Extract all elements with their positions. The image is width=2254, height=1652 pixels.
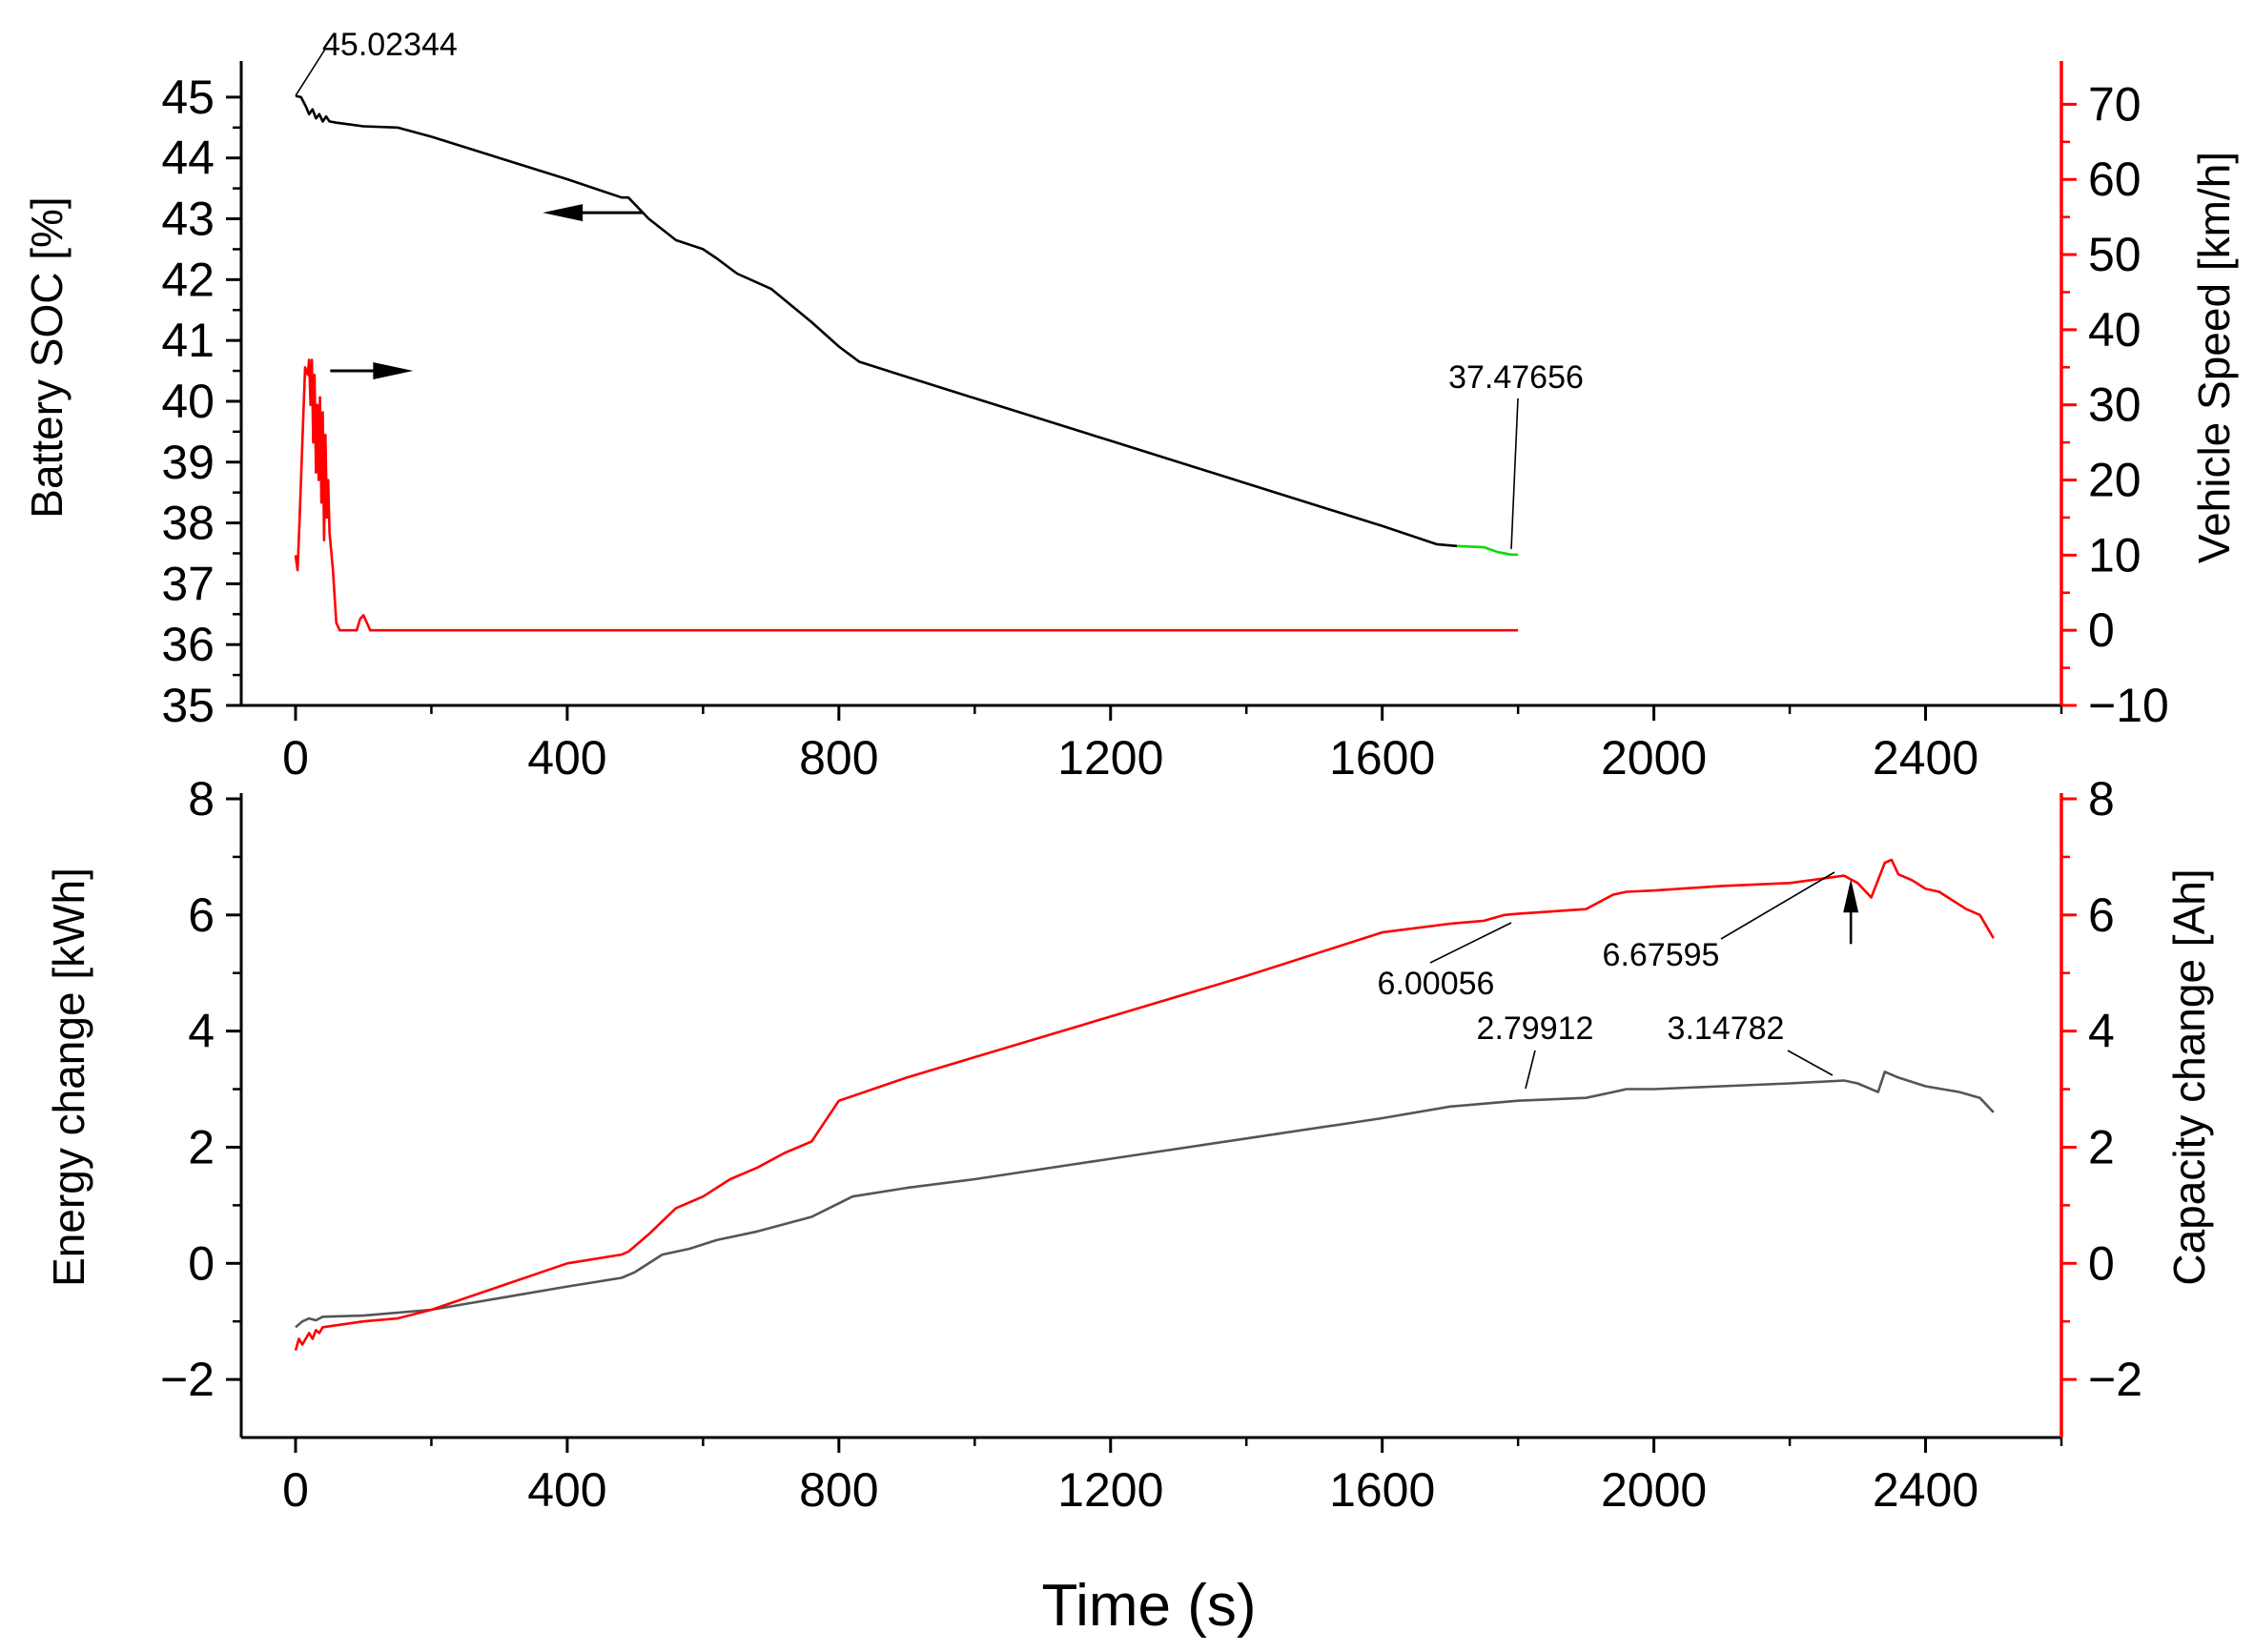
bottom-right-axis-label: Capacity change [Ah] xyxy=(2164,868,2214,1285)
top-left-y-tick-label: 42 xyxy=(161,253,215,306)
top-series-vehicle-speed-line xyxy=(294,358,1519,632)
top-annotation-layer: 45.02344 37.47656 xyxy=(295,27,1584,550)
bottom-left-y-tick-label: 8 xyxy=(188,772,215,826)
bottom-axes-layer: 0 400 800 1200 1600 2000 2400 −2 0 2 4 6 8 −2 0 2 4 6 8 xyxy=(160,772,2142,1517)
top-series-layer xyxy=(294,94,1519,632)
top-x-tick-label: 1200 xyxy=(1057,731,1163,785)
top-left-y-tick-label: 38 xyxy=(161,497,215,550)
top-axis-arrow-right-head xyxy=(373,362,414,380)
top-series-battery-soc-end--line xyxy=(1456,544,1519,557)
bottom-annotation-label: 3.14782 xyxy=(1668,1010,1785,1047)
top-left-y-tick-label: 41 xyxy=(161,314,215,367)
bottom-x-tick-label: 1600 xyxy=(1329,1463,1435,1517)
bottom-series-energy-change-line xyxy=(295,1071,1995,1329)
bottom-annotation-leader xyxy=(1525,1050,1536,1090)
top-x-tick-label: 400 xyxy=(527,731,606,785)
top-left-y-tick-label: 39 xyxy=(161,436,215,489)
top-right-y-tick-label: 50 xyxy=(2088,228,2141,281)
top-left-y-tick-label: 40 xyxy=(161,375,215,428)
bottom-left-y-tick-label: 4 xyxy=(188,1005,215,1058)
top-annotation-label: 45.02344 xyxy=(322,27,458,63)
top-right-y-tick-label: 10 xyxy=(2088,528,2141,581)
bottom-x-tick-label: 2000 xyxy=(1601,1463,1707,1517)
top-x-tick-label: 2400 xyxy=(1873,731,1978,785)
bottom-left-y-tick-label: 2 xyxy=(188,1120,215,1173)
top-x-tick-label: 800 xyxy=(799,731,878,785)
bottom-right-y-tick-label: 8 xyxy=(2088,772,2115,826)
top-left-y-tick-label: 44 xyxy=(161,132,215,185)
bottom-left-y-tick-label: 0 xyxy=(188,1236,215,1290)
top-right-y-tick-label: 30 xyxy=(2088,378,2141,432)
bottom-annotation-label: 6.67595 xyxy=(1603,937,1720,973)
top-left-axis-label: Battery SOC [%] xyxy=(22,196,72,518)
panel-bottom-energy-capacity: 0 400 800 1200 1600 2000 2400 −2 0 2 4 6 8 −2 0 2 4 6 8 6.… xyxy=(44,772,2214,1639)
top-right-y-tick-label: 0 xyxy=(2088,603,2115,657)
bottom-x-tick-label: 800 xyxy=(799,1463,878,1517)
top-left-y-tick-label: 35 xyxy=(161,679,215,732)
top-annotation-leader xyxy=(1510,398,1519,550)
bottom-axis-arrow-up-head xyxy=(1843,879,1859,913)
bottom-right-y-tick-label: 2 xyxy=(2088,1120,2115,1173)
bottom-series-layer xyxy=(294,858,1995,1351)
bottom-annotation-label: 6.00056 xyxy=(1378,966,1495,1002)
top-left-y-tick-label: 36 xyxy=(161,618,215,671)
bottom-annotation-leader xyxy=(1787,1050,1834,1076)
bottom-right-y-tick-label: −2 xyxy=(2088,1353,2142,1406)
top-x-tick-label: 0 xyxy=(282,731,309,785)
top-right-y-tick-label: 40 xyxy=(2088,303,2141,357)
top-axis-arrow-left-head xyxy=(543,204,584,222)
top-axes-layer: 0 400 800 1200 1600 2000 240035363738394041424… xyxy=(161,61,2169,785)
top-x-tick-label: 1600 xyxy=(1329,731,1435,785)
bottom-left-axis-label: Energy change [kWh] xyxy=(44,867,93,1287)
bottom-annotation-label: 2.79912 xyxy=(1477,1010,1594,1047)
bottom-x-tick-label: 0 xyxy=(282,1463,309,1517)
bottom-series-capacity-change-line xyxy=(294,858,1995,1351)
panel-top-soc-speed: 0 400 800 1200 1600 2000 240035363738394041424… xyxy=(22,27,2239,785)
top-annotation-leader xyxy=(295,47,327,96)
top-left-y-tick-label: 45 xyxy=(161,71,215,124)
bottom-right-y-tick-label: 6 xyxy=(2088,888,2115,942)
top-x-tick-label: 2000 xyxy=(1601,731,1707,785)
bottom-annotation-layer: 6.00056 6.67595 2.79912 3.14782 xyxy=(1378,871,1859,1090)
top-left-y-tick-label: 37 xyxy=(161,557,215,610)
top-annotation-label: 37.47656 xyxy=(1448,359,1584,396)
bottom-x-tick-label: 2400 xyxy=(1873,1463,1978,1517)
bottom-right-y-tick-label: 0 xyxy=(2088,1236,2115,1290)
top-left-y-tick-label: 43 xyxy=(161,193,215,246)
bottom-x-tick-label: 1200 xyxy=(1057,1463,1163,1517)
bottom-annotation-leader xyxy=(1429,922,1512,964)
bottom-left-y-tick-label: 6 xyxy=(188,888,215,942)
x-axis-title: Time (s) xyxy=(1042,1573,1257,1639)
bottom-left-y-tick-label: −2 xyxy=(160,1353,215,1406)
top-right-y-tick-label: 70 xyxy=(2088,77,2141,131)
top-right-y-tick-label: 60 xyxy=(2088,153,2141,206)
bottom-annotation-leader xyxy=(1720,871,1835,940)
top-right-axis-label: Vehicle Speed [km/h] xyxy=(2189,152,2239,563)
top-right-y-tick-label: −10 xyxy=(2088,679,2169,732)
top-series-battery-soc-line xyxy=(295,94,1458,548)
top-right-y-tick-label: 20 xyxy=(2088,454,2141,507)
bottom-right-y-tick-label: 4 xyxy=(2088,1005,2115,1058)
bottom-x-tick-label: 400 xyxy=(527,1463,606,1517)
